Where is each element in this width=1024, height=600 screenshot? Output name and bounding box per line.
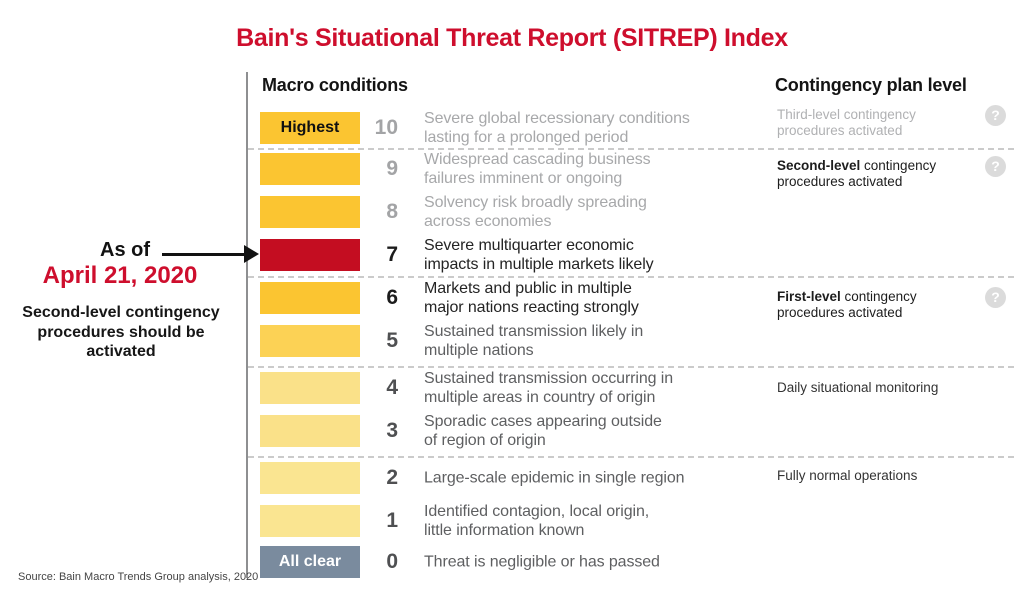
threat-level-row: 5 Sustained transmission likely in multip… (0, 323, 1024, 359)
threat-level-row: 1 Identified contagion, local origin, lit… (0, 503, 1024, 539)
contingency-annotation-text: contingency procedures activated (777, 289, 917, 320)
threat-level-row: 8 Solvency risk broadly spreading across … (0, 194, 1024, 230)
threat-level-number: 0 (386, 550, 398, 573)
page-title: Bain's Situational Threat Report (SITREP… (236, 24, 788, 52)
threat-level-row: 4 Sustained transmission occurring in mul… (0, 370, 1024, 406)
threat-level-number: 5 (386, 329, 398, 352)
threat-level-number: 2 (386, 466, 398, 489)
threat-level-row: 6 Markets and public in multiple major na… (0, 280, 1024, 316)
threat-level-description: Sporadic cases appearing outside of regi… (424, 413, 662, 449)
contingency-plan-header: Contingency plan level (775, 75, 967, 95)
contingency-annotation-lead: Second-level (777, 158, 861, 173)
current-threat-level-bar (260, 239, 360, 271)
bar-label: Highest (280, 119, 340, 136)
threat-level-number: 7 (386, 243, 398, 266)
as-of-label: As of (100, 239, 150, 261)
source-note: Source: Bain Macro Trends Group analysis… (18, 571, 259, 583)
contingency-annotation-text: Daily situational monitoring (777, 380, 939, 395)
threat-level-description: Markets and public in multiple major nat… (424, 280, 639, 316)
threat-level-bar: Highest (260, 112, 360, 144)
help-icon[interactable]: ? (985, 287, 1006, 308)
bar-label: All clear (278, 553, 342, 570)
threat-level-description: Severe global recessionary conditions la… (424, 110, 690, 146)
contingency-annotation: Second-level contingency procedures acti… (777, 158, 982, 190)
as-of-date: April 21, 2020 (42, 262, 198, 289)
threat-level-bar (260, 196, 360, 228)
threat-level-row: Highest 10 Severe global recessionary cond… (0, 110, 1024, 146)
threat-level-row: 7 Severe multiquarter economic impacts in… (0, 237, 1024, 273)
threat-level-row: All clear 0 Threat is negligible or has pa… (0, 546, 1024, 578)
contingency-annotation: Third-level contingency procedures activ… (777, 107, 982, 139)
threat-level-description: Severe multiquarter economic impacts in … (424, 237, 654, 273)
threat-level-description: Solvency risk broadly spreading across e… (424, 194, 647, 230)
contingency-annotation: Daily situational monitoring (777, 380, 982, 396)
threat-level-description: Sustained transmission occurring in mult… (424, 370, 674, 406)
macro-conditions-header: Macro conditions (262, 75, 408, 95)
group-separator (248, 148, 1014, 150)
threat-level-number: 10 (374, 116, 398, 139)
threat-level-description: Identified contagion, local origin, litt… (424, 503, 650, 539)
threat-level-row: 2 Large-scale epidemic in single region (0, 462, 1024, 494)
threat-level-row: 3 Sporadic cases appearing outside of reg… (0, 413, 1024, 449)
threat-level-number: 8 (386, 200, 398, 223)
threat-level-bar (260, 153, 360, 185)
threat-level-description: Sustained transmission likely in multipl… (424, 323, 644, 359)
threat-level-bar (260, 462, 360, 494)
threat-level-bar (260, 505, 360, 537)
group-separator (248, 366, 1014, 368)
contingency-annotation-text: Third-level contingency procedures activ… (777, 107, 916, 138)
threat-level-description: Large-scale epidemic in single region (424, 469, 685, 487)
axis-line (246, 72, 248, 578)
threat-level-number: 9 (386, 157, 398, 180)
threat-level-bar (260, 415, 360, 447)
group-separator (248, 456, 1014, 458)
threat-level-description: Threat is negligible or has passed (424, 553, 660, 571)
threat-level-number: 6 (386, 286, 398, 309)
threat-level-number: 4 (386, 376, 398, 399)
recommendation-note: Second-level contingency procedures shou… (22, 304, 220, 360)
contingency-annotation-text: contingency procedures activated (777, 158, 937, 189)
threat-level-number: 1 (386, 509, 398, 532)
contingency-annotation-lead: First-level (777, 289, 841, 304)
help-icon[interactable]: ? (985, 105, 1006, 126)
threat-level-row: 9 Widespread cascading business failures … (0, 151, 1024, 187)
threat-level-bar (260, 282, 360, 314)
group-separator (248, 276, 1014, 278)
threat-level-number: 3 (386, 419, 398, 442)
contingency-annotation: First-level contingency procedures activ… (777, 289, 982, 321)
current-level-arrow-head (244, 245, 259, 263)
threat-level-bar: All clear (260, 546, 360, 578)
contingency-annotation: Fully normal operations (777, 468, 982, 484)
threat-level-bar (260, 372, 360, 404)
help-icon[interactable]: ? (985, 156, 1006, 177)
current-level-arrow (162, 253, 246, 256)
contingency-annotation-text: Fully normal operations (777, 468, 918, 483)
threat-level-description: Widespread cascading business failures i… (424, 151, 651, 187)
threat-level-bar (260, 325, 360, 357)
